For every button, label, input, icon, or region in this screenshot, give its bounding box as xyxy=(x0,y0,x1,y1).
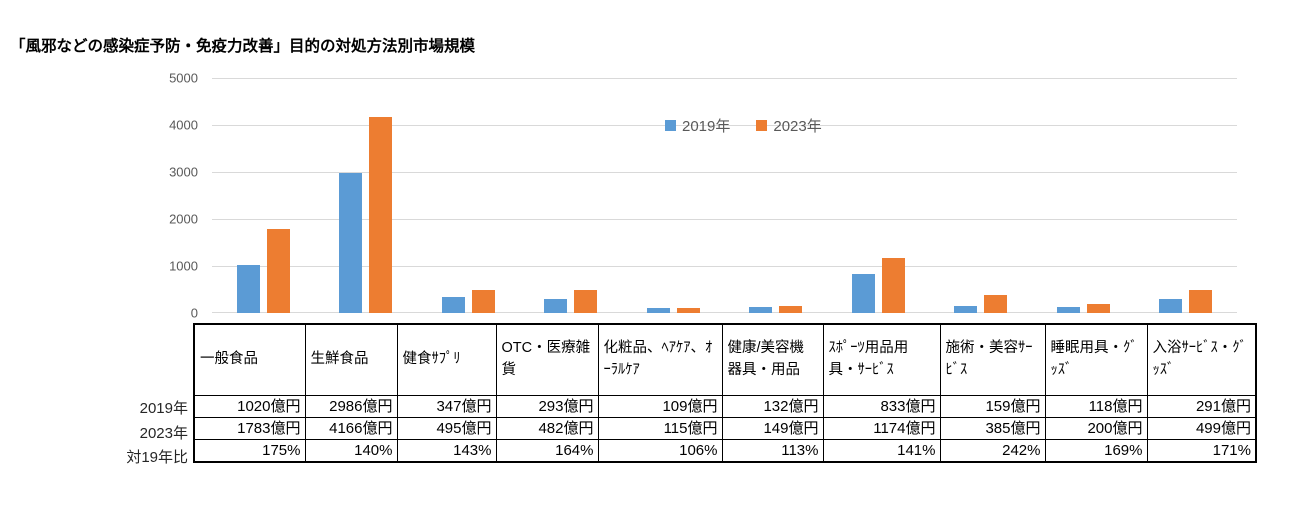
legend-swatch xyxy=(665,120,676,131)
table-cell: 4166億円 xyxy=(304,417,398,440)
table-cell: 140% xyxy=(304,439,398,463)
table-cell: 347億円 xyxy=(396,395,497,418)
gridline xyxy=(212,266,1237,267)
table-row-label: 対19年比 xyxy=(126,449,188,467)
bar-2019年-c5 xyxy=(749,306,773,313)
table-cell: 291億円 xyxy=(1146,395,1257,418)
table-cell: 159億円 xyxy=(939,395,1046,418)
legend-label: 2019年 xyxy=(682,118,731,135)
bar-2023年-c5 xyxy=(779,306,803,313)
table-cell: 169% xyxy=(1044,439,1148,463)
bar-2023年-c8 xyxy=(1086,303,1110,313)
table-header-cell: 健康/美容機器具・用品 xyxy=(721,323,824,396)
gridline xyxy=(212,219,1237,220)
legend-item: 2019年 xyxy=(665,115,730,136)
bar-2023年-c4 xyxy=(676,307,700,313)
table-cell: 115億円 xyxy=(597,417,723,440)
bar-2023年-c6 xyxy=(881,257,905,313)
table-row-labels: 2019年 2023年対19年比 xyxy=(0,397,188,471)
y-axis: 0 1000 2000 3000 4000 5000 xyxy=(138,71,198,321)
legend-swatch xyxy=(756,120,768,131)
plot-area xyxy=(212,78,1237,313)
table-cell: 1174億円 xyxy=(822,417,941,440)
bar-2019年-c0 xyxy=(236,265,260,313)
y-tick-label: 0 xyxy=(190,305,198,321)
table-cell: 495億円 xyxy=(396,417,497,440)
table-cell: 143% xyxy=(396,439,497,463)
table-header-cell: 化粧品、ﾍｱｹｱ、ｵｰﾗﾙｹｱ xyxy=(597,323,723,396)
y-tick-label: 5000 xyxy=(169,70,198,86)
gridline xyxy=(212,172,1237,173)
table-cell: 132億円 xyxy=(721,395,824,418)
table-row-label: 2023年 xyxy=(139,424,188,442)
bar-2019年-c4 xyxy=(646,307,670,313)
bar-2019年-c8 xyxy=(1056,307,1080,313)
table-header-row: 一般食品 生鮮食品 健食ｻﾌﾟﾘ OTC・医療雑貨 化粧品、ﾍｱｹｱ、ｵｰﾗﾙｹｱ 健康/… xyxy=(193,323,1257,396)
table-header-cell: 施術・美容ｻｰﾋﾞｽ xyxy=(939,323,1046,396)
table-row: 1783億円 4166億円 495億円 482億円 115億円 149億円 1174億円 38… xyxy=(193,417,1257,440)
bar-2019年-c3 xyxy=(544,299,568,313)
table-cell: 106% xyxy=(597,439,723,463)
table-cell: 109億円 xyxy=(597,395,723,418)
table-cell: 113% xyxy=(721,439,824,463)
bar-2023年-c7 xyxy=(984,294,1008,313)
gridline xyxy=(212,78,1237,79)
table-cell: 2986億円 xyxy=(304,395,398,418)
bar-2023年-c3 xyxy=(574,290,598,313)
table-header-cell: 生鮮食品 xyxy=(304,323,398,396)
table-cell: 164% xyxy=(495,439,599,463)
y-tick-label: 1000 xyxy=(169,258,198,274)
y-tick-label: 4000 xyxy=(169,117,198,133)
chart-legend: 2019年 2023年 xyxy=(665,115,822,136)
legend-label: 2023年 xyxy=(773,118,822,135)
table-header-cell: 入浴ｻｰﾋﾞｽ・ｸﾞｯｽﾞ xyxy=(1146,323,1257,396)
table-cell: 499億円 xyxy=(1146,417,1257,440)
chart-title: 「風邪などの感染症予防・免疫力改善」目的の対処方法別市場規模 xyxy=(10,38,476,55)
bar-2023年-c9 xyxy=(1189,289,1213,313)
bar-2019年-c2 xyxy=(441,296,465,313)
table-cell: 200億円 xyxy=(1044,417,1148,440)
bar-2019年-c1 xyxy=(339,172,363,313)
table-cell: 1020億円 xyxy=(193,395,306,418)
table-row: 175% 140% 143% 164% 106% 113% 141% 242% 169% 171% xyxy=(193,439,1257,463)
bar-2023年-c0 xyxy=(266,229,290,313)
table-cell: 171% xyxy=(1146,439,1257,463)
y-tick-label: 2000 xyxy=(169,211,198,227)
table-row: 1020億円 2986億円 347億円 293億円 109億円 132億円 833億円 159… xyxy=(193,395,1257,418)
bar-2019年-c6 xyxy=(851,273,875,313)
bar-2019年-c9 xyxy=(1159,299,1183,313)
bar-2023年-c1 xyxy=(369,117,393,313)
table-row-label: 2019年 xyxy=(139,400,188,417)
table-cell: 833億円 xyxy=(822,395,941,418)
table-cell: 175% xyxy=(193,439,306,463)
table-cell: 482億円 xyxy=(495,417,599,440)
table-cell: 141% xyxy=(822,439,941,463)
gridline xyxy=(212,125,1237,126)
bar-2023年-c2 xyxy=(471,289,495,313)
table-cell: 293億円 xyxy=(495,395,599,418)
bar-2019年-c7 xyxy=(954,305,978,313)
table-cell: 149億円 xyxy=(721,417,824,440)
table-header-cell: 睡眠用具・ｸﾞｯｽﾞ xyxy=(1044,323,1148,396)
table-cell: 118億円 xyxy=(1044,395,1148,418)
table-cell: 1783億円 xyxy=(193,417,306,440)
table-header-cell: 健食ｻﾌﾟﾘ xyxy=(396,323,497,396)
table-cell: 242% xyxy=(939,439,1046,463)
legend-item: 2023年 xyxy=(756,115,822,136)
table-cell: 385億円 xyxy=(939,417,1046,440)
table-header-cell: OTC・医療雑貨 xyxy=(495,323,599,396)
gridline xyxy=(212,312,1237,313)
table-header-cell: 一般食品 xyxy=(193,323,306,396)
data-table: 一般食品 生鮮食品 健食ｻﾌﾟﾘ OTC・医療雑貨 化粧品、ﾍｱｹｱ、ｵｰﾗﾙｹｱ 健康/… xyxy=(193,323,1257,463)
y-tick-label: 3000 xyxy=(169,164,198,180)
table-header-cell: ｽﾎﾟｰﾂ用品用具・ｻｰﾋﾞｽ xyxy=(822,323,941,396)
